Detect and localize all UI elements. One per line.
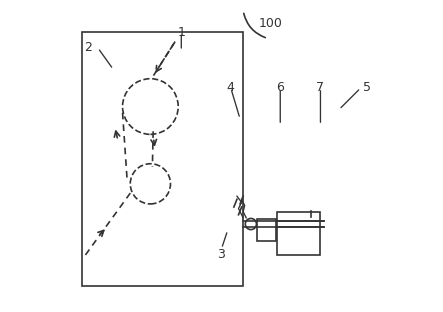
- Text: 7: 7: [316, 81, 324, 95]
- Text: 4: 4: [227, 81, 235, 95]
- Text: 6: 6: [276, 81, 284, 95]
- Text: 5: 5: [363, 81, 371, 95]
- FancyBboxPatch shape: [277, 212, 320, 255]
- Text: 100: 100: [259, 17, 283, 30]
- FancyBboxPatch shape: [82, 32, 243, 286]
- Text: 3: 3: [218, 248, 225, 261]
- Text: 2: 2: [85, 41, 93, 54]
- Bar: [257, 219, 276, 241]
- Text: 1: 1: [177, 26, 185, 39]
